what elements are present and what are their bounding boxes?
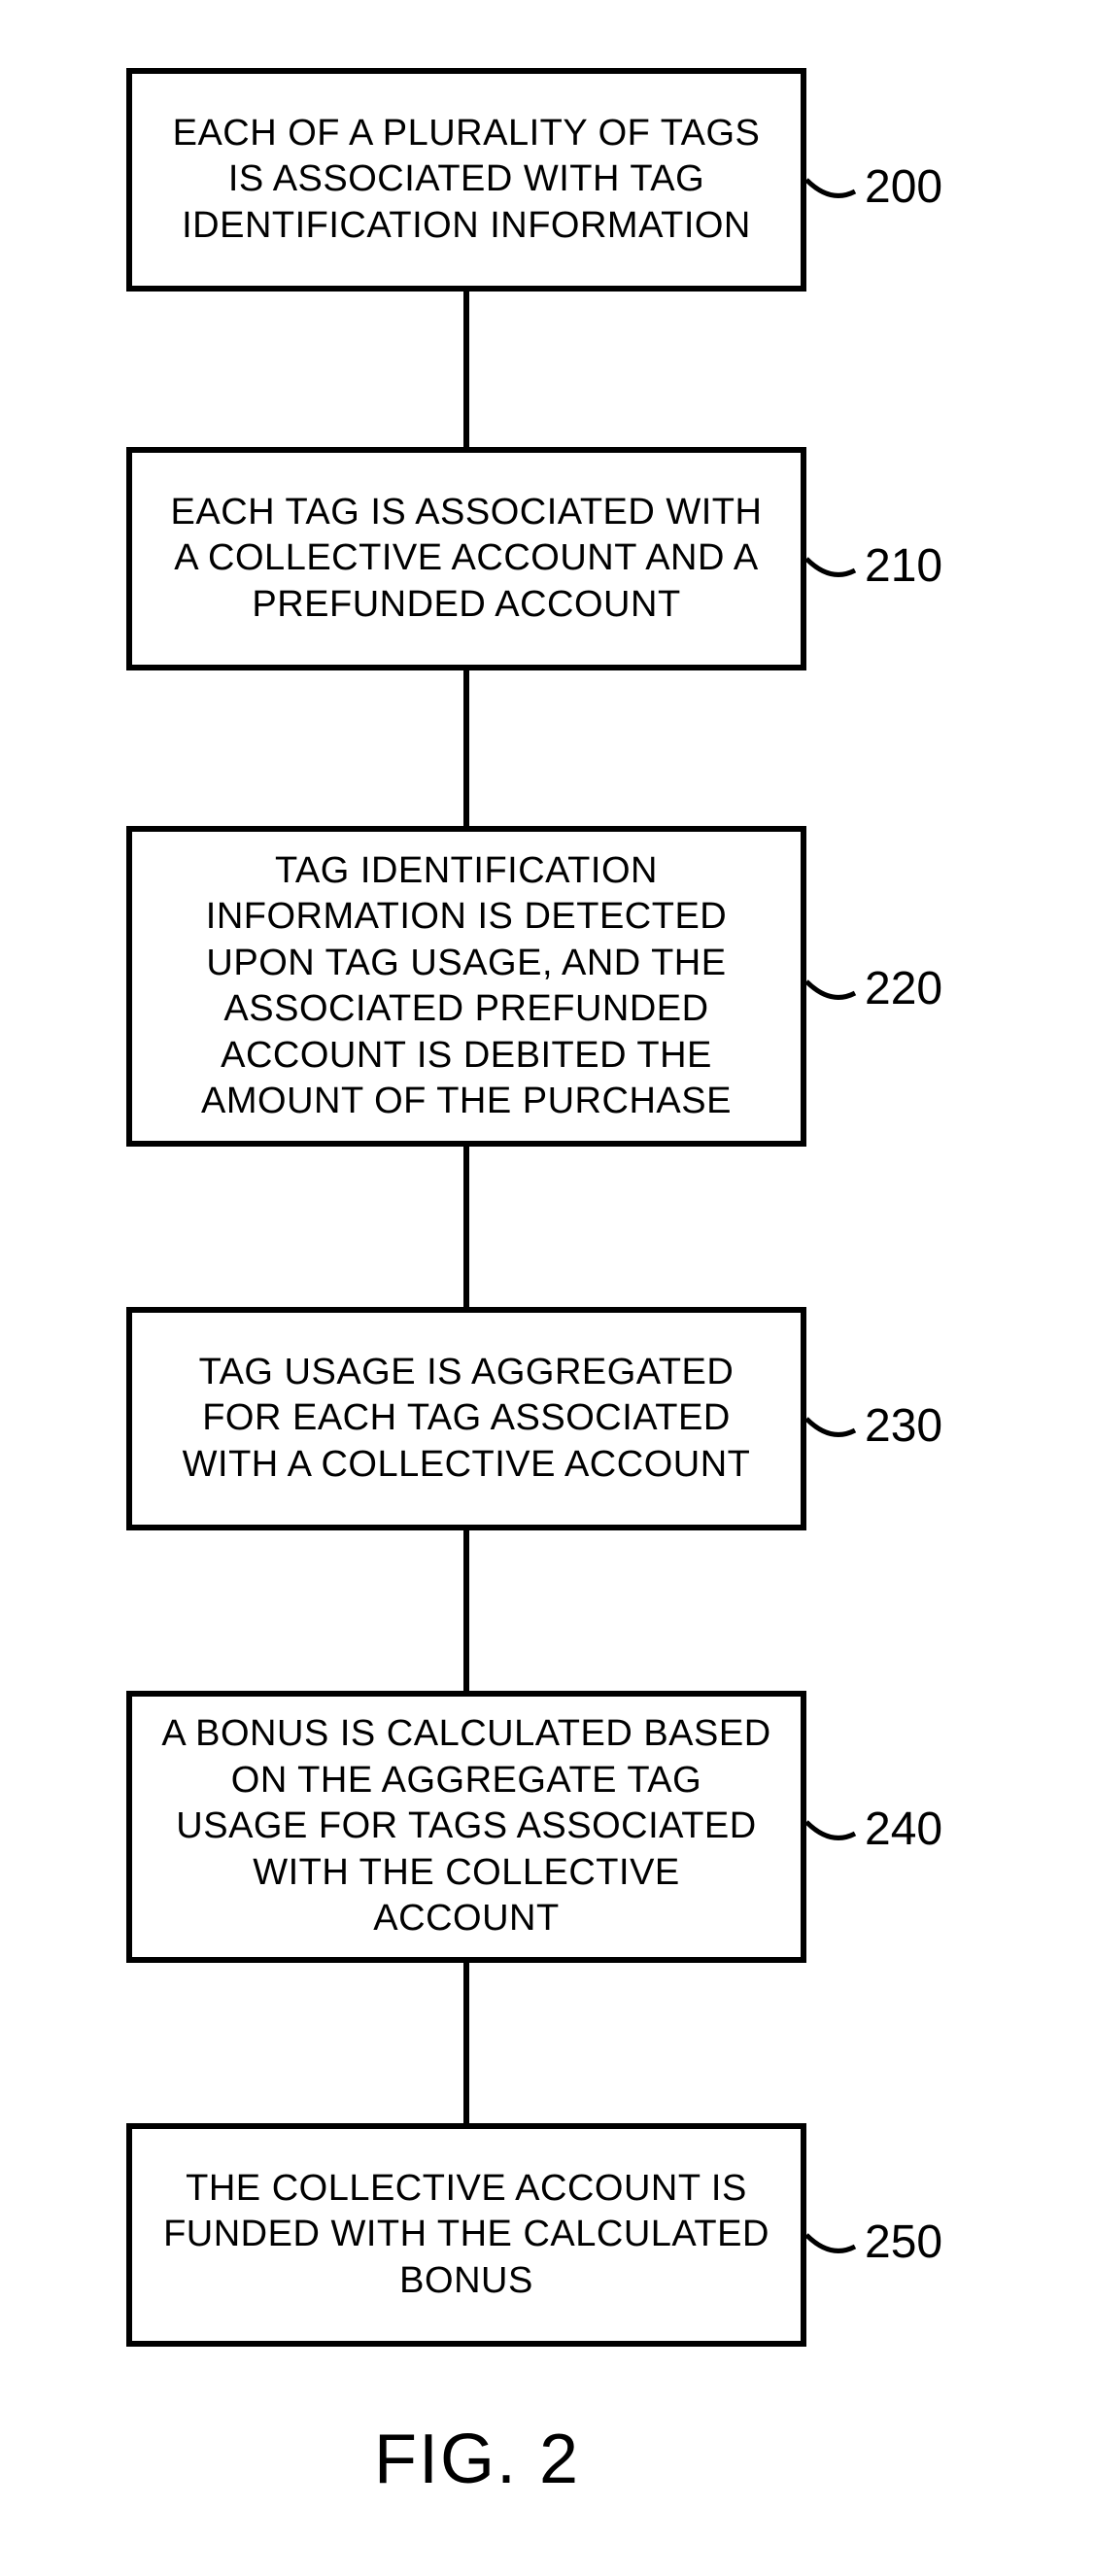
label-230: 230 — [865, 1399, 942, 1453]
label-250: 250 — [865, 2215, 942, 2269]
label-240: 240 — [865, 1803, 942, 1856]
flow-box-220: TAG IDENTIFICATION INFORMATION IS DETECT… — [126, 826, 806, 1147]
flow-box-210-text: EACH TAG IS ASSOCIATED WITH A COLLECTIVE… — [161, 490, 771, 629]
flow-box-240-text: A BONUS IS CALCULATED BASED ON THE AGGRE… — [161, 1711, 771, 1942]
leader-220 — [806, 952, 860, 1011]
flow-box-240: A BONUS IS CALCULATED BASED ON THE AGGRE… — [126, 1691, 806, 1963]
connector-1 — [463, 670, 469, 826]
flow-box-230: TAG USAGE IS AGGREGATED FOR EACH TAG ASS… — [126, 1307, 806, 1530]
figure-label: FIG. 2 — [374, 2420, 580, 2499]
flow-box-250-text: THE COLLECTIVE ACCOUNT IS FUNDED WITH TH… — [161, 2166, 771, 2305]
connector-4 — [463, 1963, 469, 2123]
connector-3 — [463, 1530, 469, 1691]
leader-210 — [806, 530, 860, 588]
leader-230 — [806, 1390, 860, 1448]
connector-0 — [463, 292, 469, 447]
flow-box-250: THE COLLECTIVE ACCOUNT IS FUNDED WITH TH… — [126, 2123, 806, 2347]
label-210: 210 — [865, 539, 942, 593]
flowchart-canvas: EACH OF A PLURALITY OF TAGS IS ASSOCIATE… — [0, 0, 1094, 2576]
leader-200 — [806, 151, 860, 209]
leader-250 — [806, 2206, 860, 2264]
flow-box-210: EACH TAG IS ASSOCIATED WITH A COLLECTIVE… — [126, 447, 806, 670]
label-200: 200 — [865, 160, 942, 214]
flow-box-200: EACH OF A PLURALITY OF TAGS IS ASSOCIATE… — [126, 68, 806, 292]
leader-240 — [806, 1793, 860, 1851]
connector-2 — [463, 1147, 469, 1307]
flow-box-200-text: EACH OF A PLURALITY OF TAGS IS ASSOCIATE… — [161, 111, 771, 250]
flow-box-220-text: TAG IDENTIFICATION INFORMATION IS DETECT… — [161, 848, 771, 1125]
label-220: 220 — [865, 962, 942, 1015]
flow-box-230-text: TAG USAGE IS AGGREGATED FOR EACH TAG ASS… — [161, 1350, 771, 1489]
